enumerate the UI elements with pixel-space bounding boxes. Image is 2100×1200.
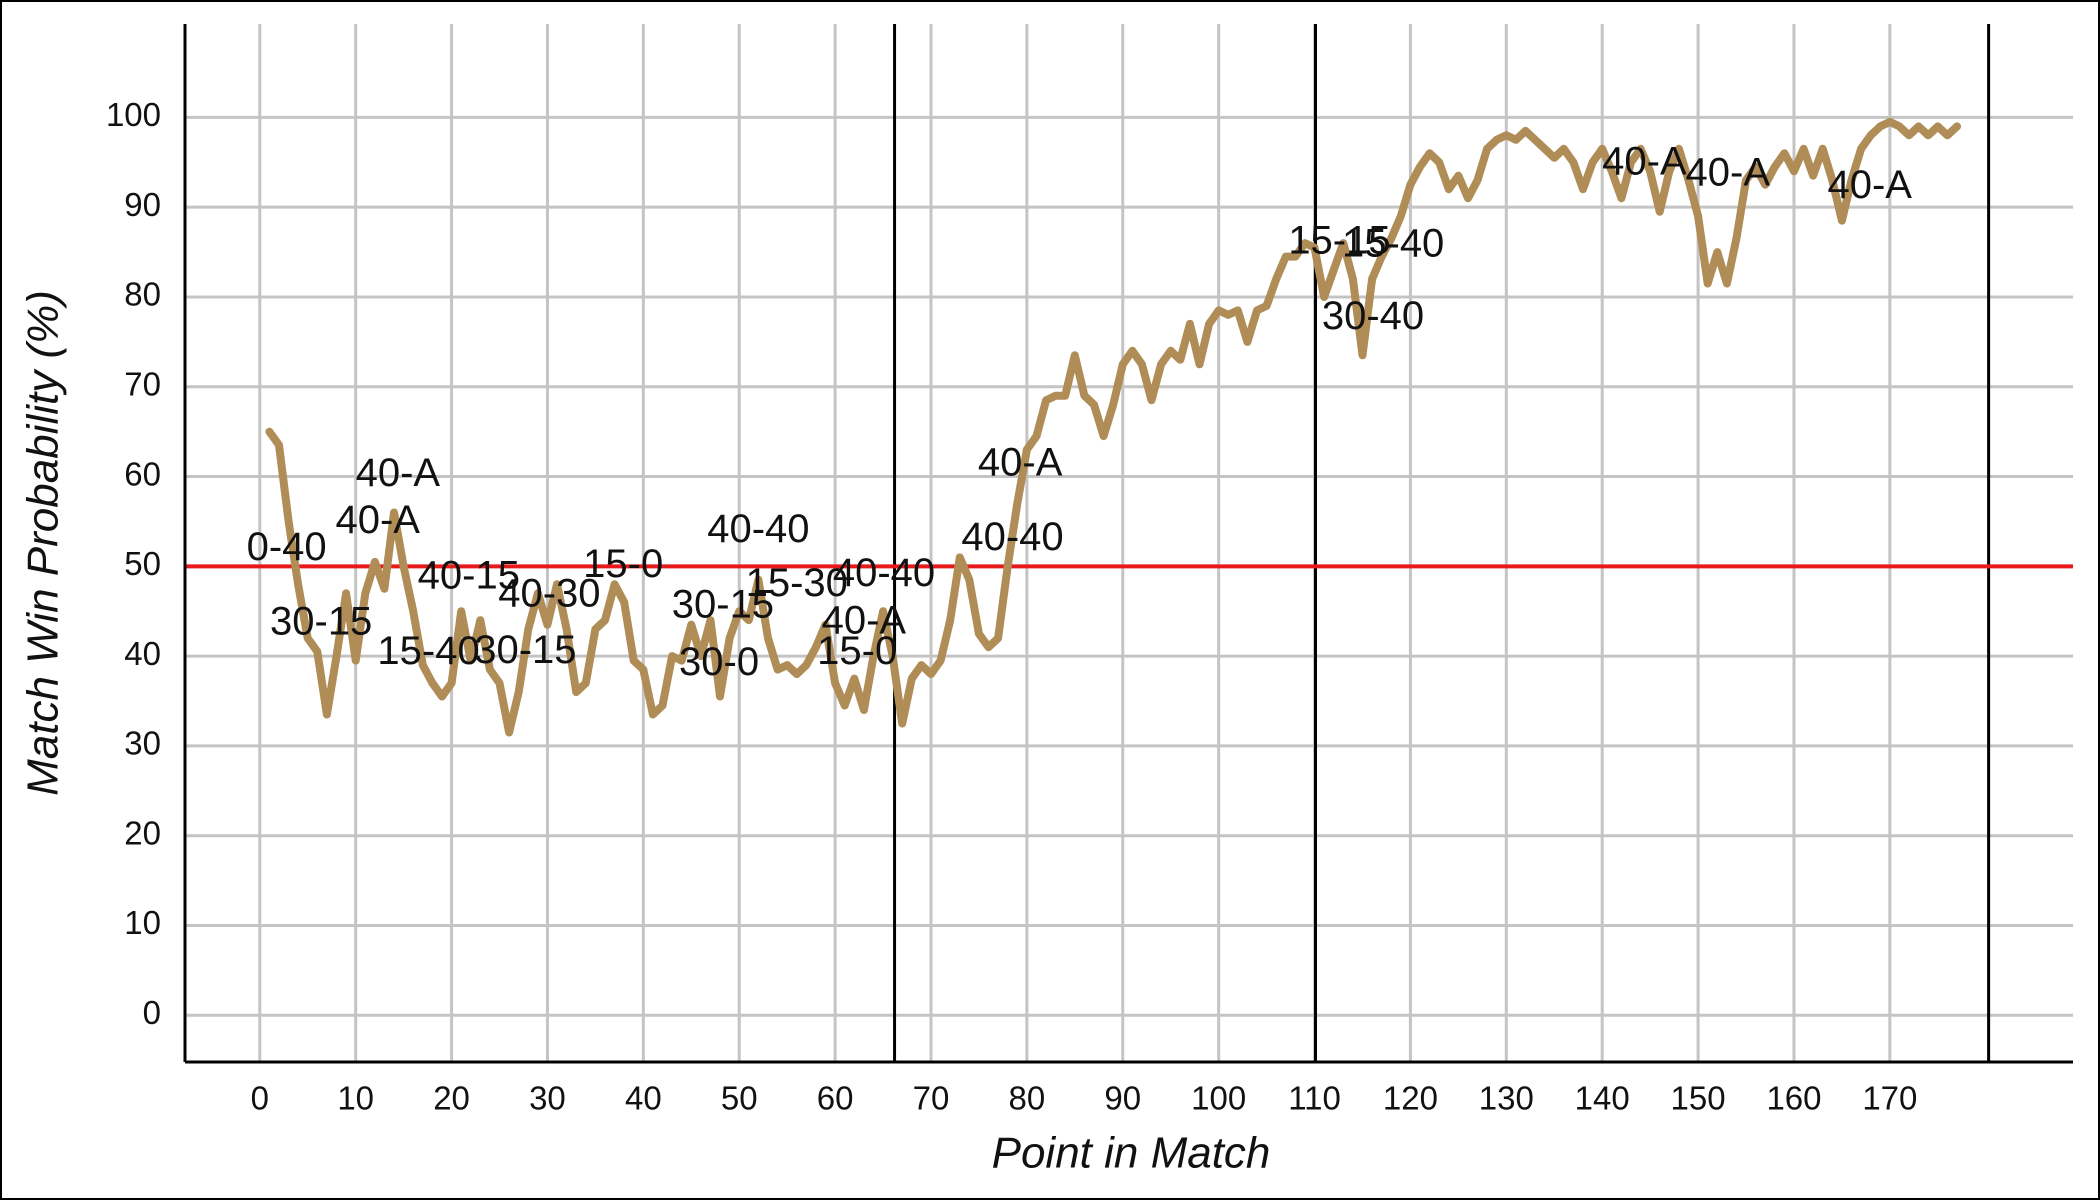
score-annotation: 40-A: [1686, 150, 1771, 194]
x-tick-label: 140: [1575, 1080, 1630, 1117]
score-annotation: 0-40: [247, 525, 327, 569]
win-probability-line: [265, 117, 1961, 737]
x-tick-label: 10: [337, 1080, 374, 1117]
x-tick-label: 40: [625, 1080, 662, 1117]
x-tick-label: 20: [433, 1080, 470, 1117]
x-tick-label: 120: [1383, 1080, 1438, 1117]
marks: [265, 117, 1961, 737]
score-annotation: 15-40: [1342, 221, 1444, 265]
y-tick-label: 10: [124, 904, 161, 941]
grid: [183, 24, 2073, 1064]
x-tick-label: 110: [1288, 1080, 1341, 1117]
x-tick-label: 70: [913, 1080, 950, 1117]
score-annotation: 15-15: [1288, 219, 1390, 263]
score-annotation: 40-A: [1602, 140, 1687, 184]
score-annotation: 30-15: [672, 582, 774, 626]
x-tick-label: 160: [1766, 1080, 1821, 1117]
x-tick-label: 30: [529, 1080, 566, 1117]
y-tick-label: 60: [124, 455, 161, 492]
score-annotation: 40-A: [1827, 163, 1912, 207]
score-annotation: 40-40: [707, 507, 809, 551]
y-tick-label: 70: [124, 365, 161, 402]
y-tick-label: 50: [124, 545, 161, 582]
y-tick-label: 30: [124, 725, 161, 762]
y-tick-label: 90: [124, 186, 161, 223]
score-annotation: 40-30: [498, 572, 600, 616]
y-tick-label: 0: [143, 994, 161, 1031]
x-tick-label: 130: [1479, 1080, 1534, 1117]
x-tick-label: 50: [721, 1080, 758, 1117]
score-annotation: 30-15: [270, 599, 372, 643]
score-annotation: 30-40: [1322, 294, 1424, 338]
score-annotation: 40-A: [356, 451, 441, 495]
y-tick-label: 100: [106, 96, 161, 133]
score-annotation: 40-40: [961, 515, 1063, 559]
score-annotation: 15-0: [817, 629, 897, 673]
x-tick-label: 60: [817, 1080, 854, 1117]
score-annotation: 40-40: [833, 551, 935, 595]
score-annotation: 40-15: [418, 554, 520, 598]
x-tick-label: 0: [251, 1080, 269, 1117]
x-tick-label: 170: [1862, 1080, 1917, 1117]
score-annotation: 40-A: [978, 440, 1063, 484]
y-tick-label: 40: [124, 635, 161, 672]
x-tick-label: 150: [1671, 1080, 1726, 1117]
x-axis-title: Point in Match: [992, 1129, 1271, 1178]
x-tick-label: 100: [1191, 1080, 1246, 1117]
score-annotation: 40-A: [335, 498, 420, 542]
y-tick-label: 20: [124, 814, 161, 851]
score-annotation: 30-0: [679, 640, 759, 684]
score-annotation: 15-30: [746, 561, 848, 605]
x-tick-label: 90: [1104, 1080, 1141, 1117]
score-annotation: 40-A: [822, 598, 907, 642]
score-annotation: 15-40: [377, 629, 479, 673]
y-tick-label: 80: [124, 276, 161, 313]
score-annotation: 30-15: [474, 628, 576, 672]
score-annotation: 15-0: [583, 542, 663, 586]
x-tick-label: 80: [1009, 1080, 1046, 1117]
y-axis-title: Match Win Probability (%): [19, 290, 68, 796]
